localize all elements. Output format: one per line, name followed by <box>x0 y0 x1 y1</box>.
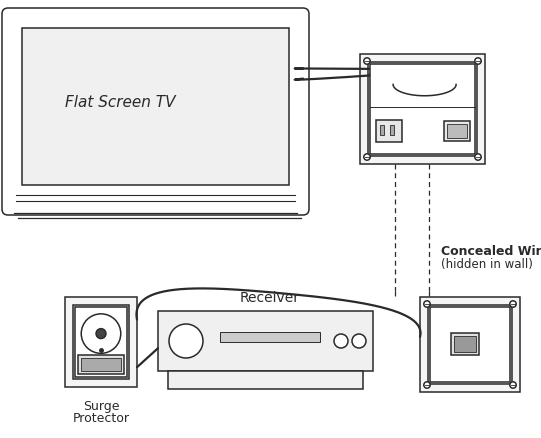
Bar <box>447 124 467 138</box>
Bar <box>73 305 129 379</box>
Circle shape <box>475 59 481 65</box>
Bar <box>390 125 394 135</box>
Circle shape <box>424 382 430 389</box>
Bar <box>380 125 384 135</box>
Bar <box>360 55 485 165</box>
Bar <box>430 307 510 382</box>
Bar <box>444 121 470 141</box>
Circle shape <box>96 329 106 339</box>
Bar <box>22 29 289 186</box>
Text: Protector: Protector <box>72 411 129 424</box>
FancyBboxPatch shape <box>2 9 309 215</box>
Bar <box>78 355 124 374</box>
Bar <box>65 297 137 387</box>
Circle shape <box>510 382 516 389</box>
Bar <box>81 358 121 371</box>
Text: Flat Screen TV: Flat Screen TV <box>65 95 175 110</box>
Circle shape <box>352 334 366 348</box>
Bar <box>75 307 127 377</box>
Bar <box>451 333 479 355</box>
Bar <box>420 297 520 392</box>
Bar <box>428 305 512 384</box>
Circle shape <box>424 301 430 307</box>
Bar <box>220 332 320 342</box>
Text: (hidden in wall): (hidden in wall) <box>441 258 533 271</box>
Bar <box>454 336 476 352</box>
Bar <box>370 65 475 155</box>
Circle shape <box>169 324 203 358</box>
Bar <box>158 311 373 371</box>
Bar <box>368 63 477 157</box>
Text: Concealed Wiring: Concealed Wiring <box>441 245 541 258</box>
Text: Receiver: Receiver <box>240 290 300 304</box>
Bar <box>168 371 363 389</box>
Text: Surge: Surge <box>83 399 119 412</box>
Circle shape <box>510 301 516 307</box>
Circle shape <box>364 155 370 161</box>
Circle shape <box>475 155 481 161</box>
Bar <box>376 120 402 142</box>
Circle shape <box>334 334 348 348</box>
Circle shape <box>81 314 121 353</box>
Circle shape <box>364 59 370 65</box>
